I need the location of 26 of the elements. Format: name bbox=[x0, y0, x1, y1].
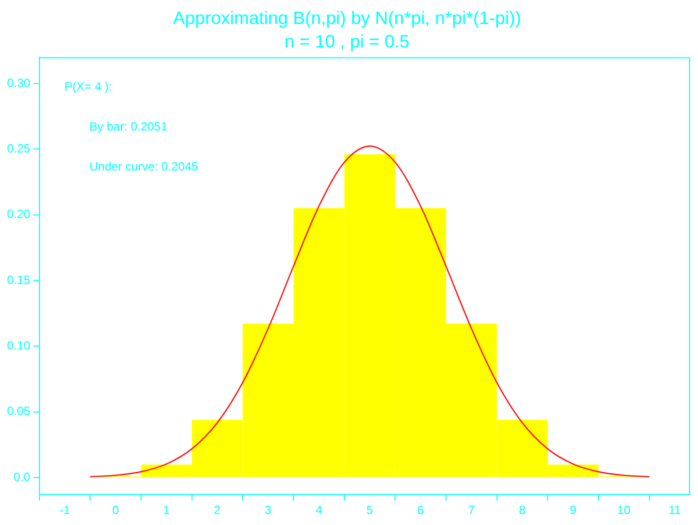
x-tick-label: 1 bbox=[163, 503, 170, 518]
y-tick-label: 0.0 bbox=[14, 470, 31, 484]
y-tick-label: 0.30 bbox=[6, 76, 31, 90]
annotation: By bar: 0.2051 bbox=[89, 120, 168, 134]
x-tick-label: 7 bbox=[468, 503, 476, 518]
x-tick-label: 5 bbox=[366, 503, 374, 518]
x-tick-label: 6 bbox=[417, 503, 424, 518]
y-tick-label: 0.20 bbox=[6, 207, 31, 222]
annotation: P(X= 4 ): bbox=[64, 80, 112, 94]
chart-subtitle: n = 10 , pi = 0.5 bbox=[284, 31, 410, 52]
x-tick-label: 3 bbox=[264, 503, 272, 518]
x-tick-label: 4 bbox=[316, 503, 323, 518]
chart-title: Approximating B(n,pi) by N(n*pi, n*pi*(1-pi)) bbox=[172, 8, 522, 28]
y-tick-label: 0.25 bbox=[6, 141, 31, 156]
x-tick-label: 10 bbox=[617, 503, 631, 518]
y-tick-label: 0.05 bbox=[6, 404, 31, 418]
x-tick-label: 0 bbox=[112, 503, 120, 518]
line-series bbox=[90, 146, 650, 478]
x-tick-label: -1 bbox=[59, 503, 70, 518]
x-tick-label: 9 bbox=[570, 503, 577, 518]
x-tick-label: 8 bbox=[518, 503, 526, 518]
x-tick-label: 2 bbox=[214, 503, 221, 518]
annotation: Under curve: 0.2045 bbox=[89, 160, 198, 174]
y-tick-label: 0.15 bbox=[6, 272, 31, 287]
x-tick-label: 11 bbox=[668, 503, 682, 518]
y-tick-label: 0.10 bbox=[6, 338, 31, 352]
